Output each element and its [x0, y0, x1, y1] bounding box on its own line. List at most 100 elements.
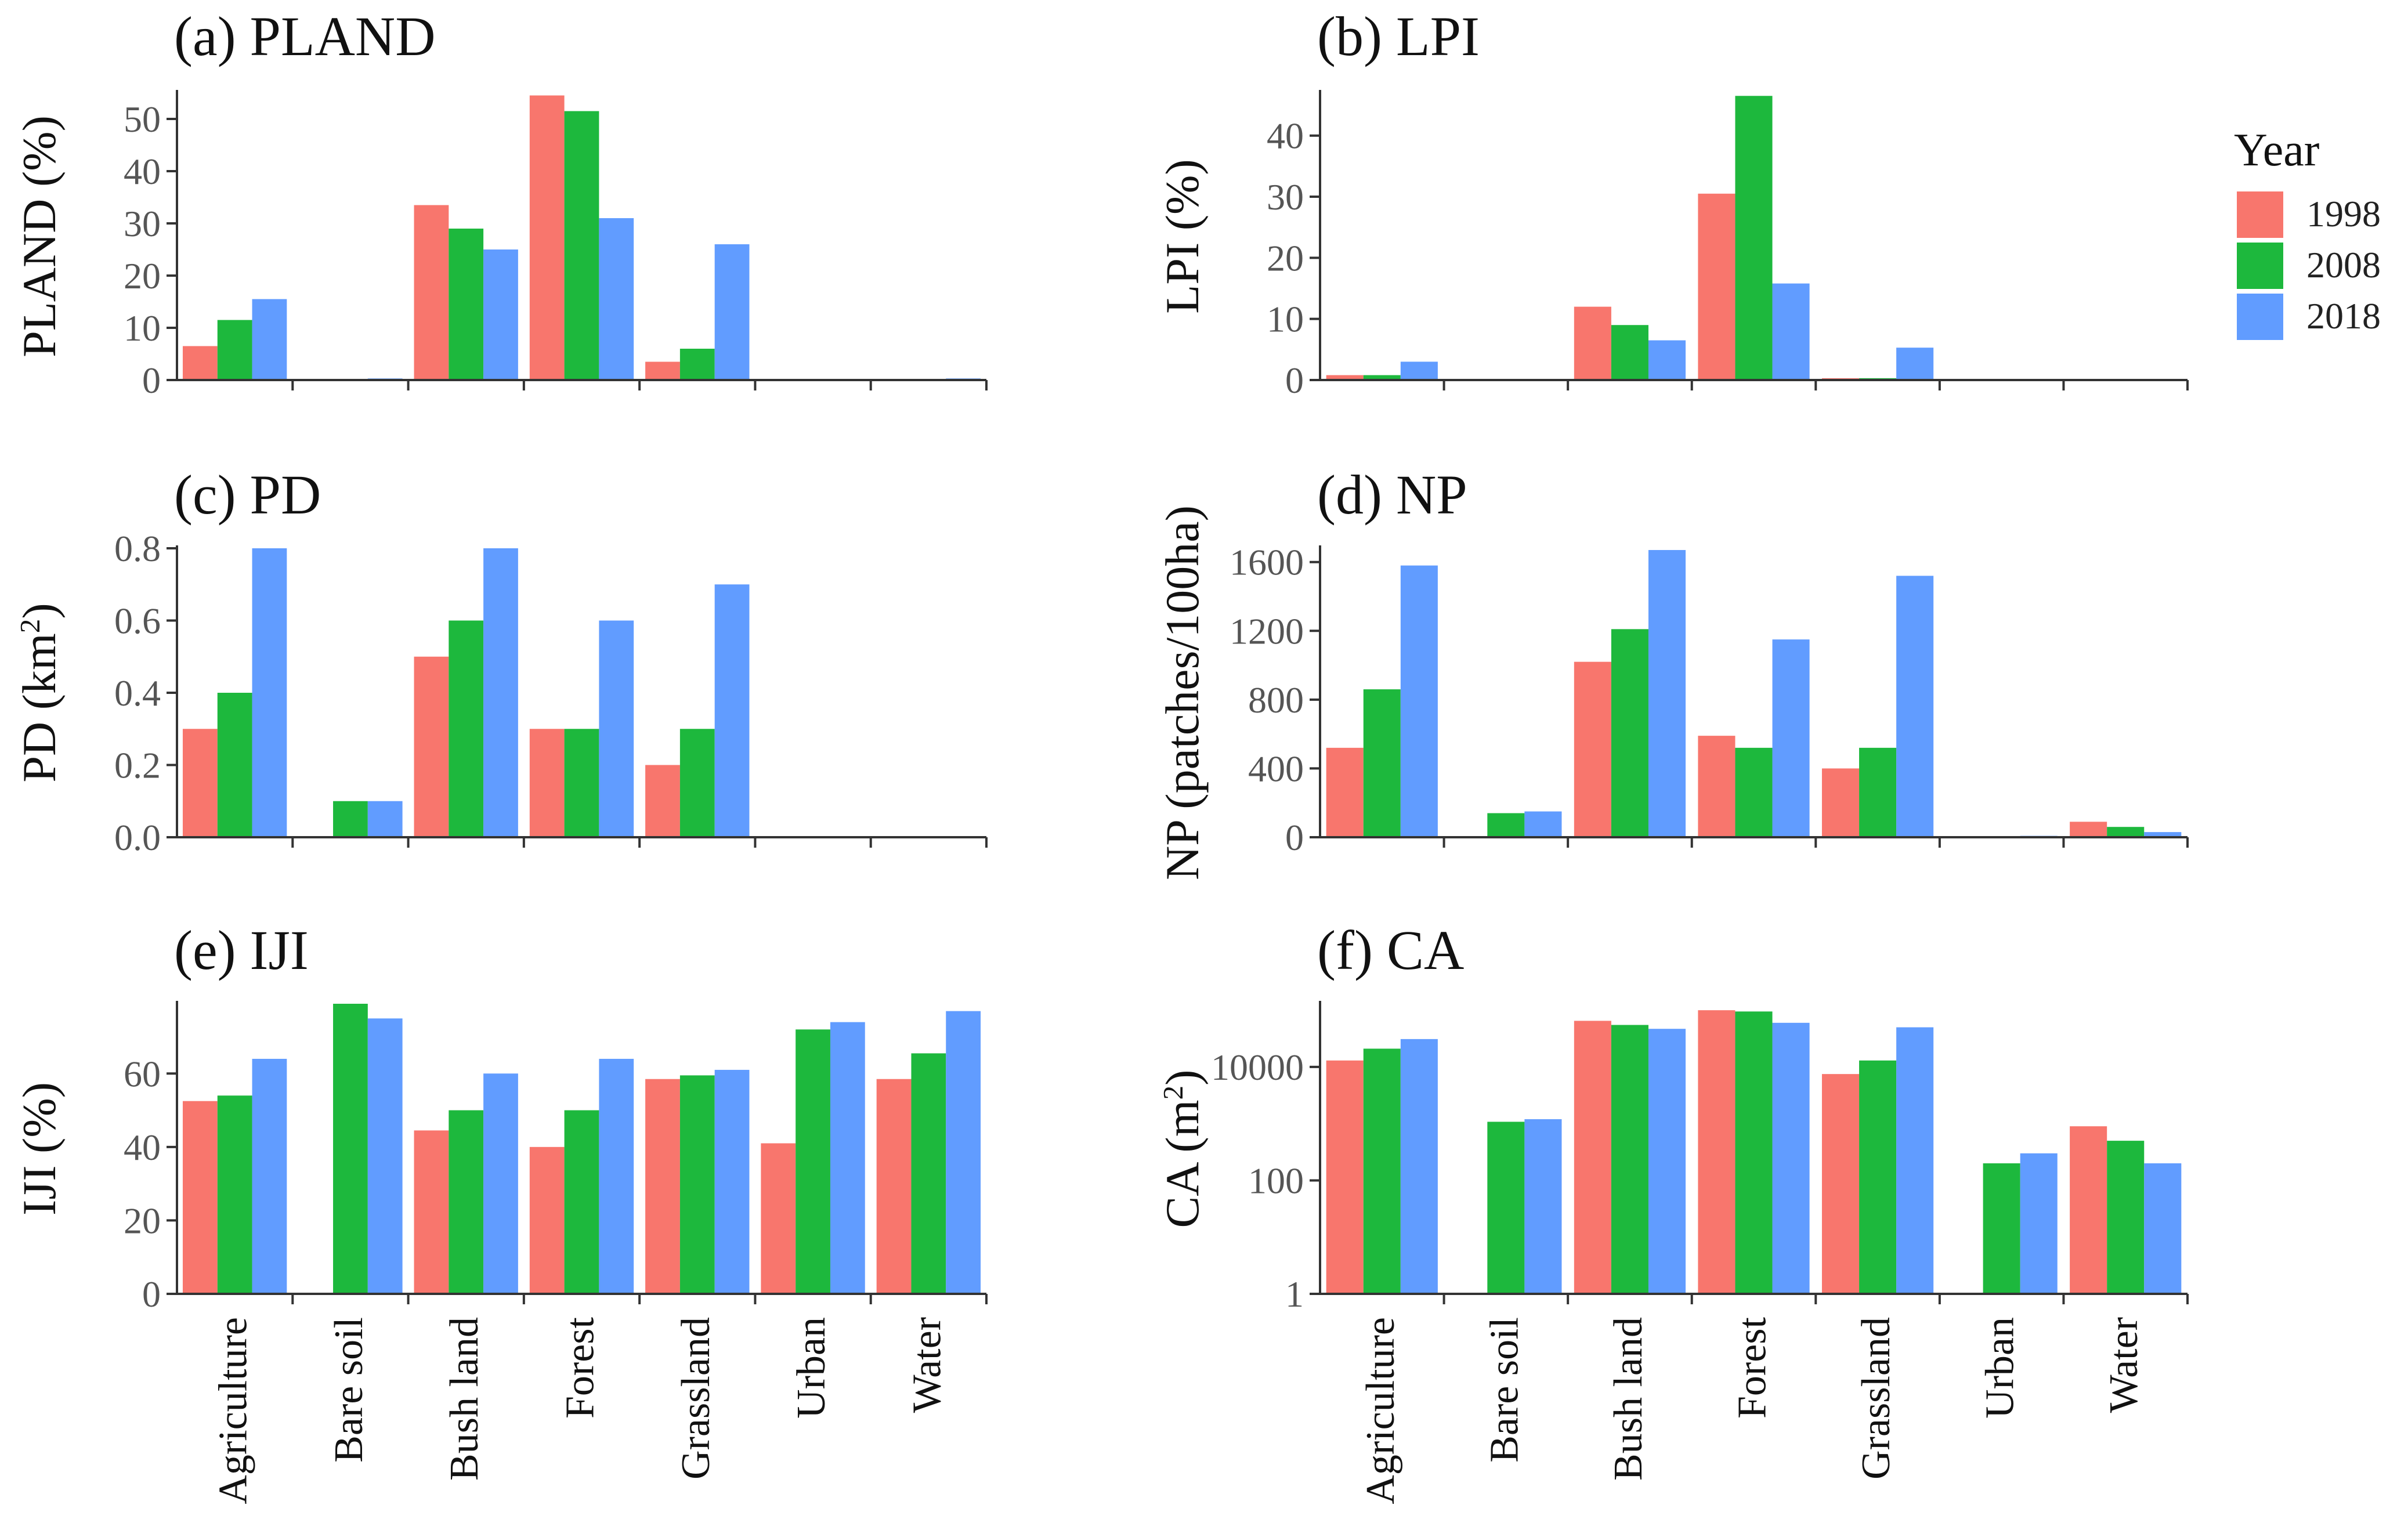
bar-e-water-2018 [946, 1011, 981, 1294]
category-label: Urban [789, 1317, 834, 1419]
bar-e-agriculture-2008 [217, 1095, 252, 1294]
bar-f-forest-2018 [1772, 1022, 1810, 1294]
category-label: Forest [558, 1316, 603, 1419]
legend-swatch-1998 [2237, 191, 2283, 238]
bar-f-grassland-2018 [1896, 1027, 1934, 1294]
bar-d-forest-1998 [1698, 736, 1736, 837]
bar-f-agriculture-1998 [1326, 1060, 1364, 1294]
bar-e-grassland-2018 [714, 1069, 750, 1294]
bar-e-water-2008 [911, 1053, 946, 1294]
bar-e-urban-2018 [830, 1022, 865, 1294]
bar-f-water-2018 [2144, 1163, 2182, 1294]
bar-d-forest-2018 [1772, 639, 1810, 837]
panel-title: (c) PD [174, 464, 321, 526]
bar-f-bush-land-2008 [1611, 1025, 1648, 1294]
panel-title: (d) NP [1317, 464, 1467, 526]
bar-b-bush-land-2008 [1611, 325, 1648, 380]
bar-c-agriculture-2018 [252, 548, 287, 837]
y-tick-label: 0.8 [114, 528, 161, 569]
bar-f-water-1998 [2070, 1126, 2107, 1294]
category-label: Bare soil [327, 1317, 371, 1463]
bar-b-forest-1998 [1698, 193, 1736, 380]
y-axis-label: PLAND (%) [13, 115, 66, 357]
bar-f-grassland-1998 [1821, 1074, 1860, 1294]
y-tick-label: 0.0 [114, 817, 161, 858]
y-axis-label: NP (patches/100ha) [1156, 505, 1209, 880]
y-axis-label: CA (m2) [1156, 1070, 1209, 1228]
bar-f-bare-soil-2008 [1487, 1122, 1525, 1294]
bar-a-agriculture-2018 [252, 299, 287, 380]
bar-e-water-1998 [876, 1079, 912, 1294]
panel-title: (e) IJI [174, 919, 309, 981]
y-tick-label: 1 [1285, 1274, 1304, 1315]
panel-d: (d) NP 0 400 800 1200 1600 NP (patches/100ha) [1156, 464, 2189, 880]
bar-f-bush-land-2018 [1648, 1029, 1686, 1294]
bar-c-bare-soil-2018 [367, 801, 403, 837]
y-tick-label: 0 [1285, 360, 1304, 401]
bar-a-agriculture-2008 [217, 320, 252, 380]
y-tick-label: 60 [124, 1053, 161, 1094]
bar-e-agriculture-2018 [252, 1058, 287, 1294]
bar-b-grassland-2018 [1896, 348, 1934, 380]
bar-b-bush-land-2018 [1648, 340, 1686, 380]
y-tick-label: 0 [1285, 817, 1304, 858]
bar-c-grassland-1998 [645, 765, 680, 837]
panel-c: (c) PD 0.0 0.2 0.4 0.6 0.8 PD (km2) [13, 464, 988, 858]
bar-a-grassland-2008 [679, 349, 715, 380]
bar-d-grassland-2018 [1896, 576, 1934, 837]
y-axis-label: IJI (%) [13, 1082, 66, 1216]
panel-title: (a) PLAND [174, 5, 436, 67]
bar-b-agriculture-2008 [1363, 375, 1401, 380]
bar-a-grassland-2018 [714, 244, 750, 380]
bar-e-urban-1998 [761, 1143, 796, 1294]
category-label: Bush land [1606, 1317, 1651, 1481]
y-tick-label: 800 [1248, 679, 1304, 721]
bar-c-agriculture-2008 [217, 693, 252, 837]
y-tick-label: 10000 [1211, 1047, 1304, 1088]
bar-e-urban-2008 [796, 1029, 830, 1294]
bar-c-bare-soil-2008 [333, 801, 368, 837]
bar-e-bush-land-1998 [414, 1130, 449, 1294]
bar-f-water-2008 [2107, 1141, 2145, 1294]
bar-d-water-2008 [2107, 827, 2145, 837]
category-label: Bush land [442, 1317, 487, 1481]
bar-f-forest-1998 [1698, 1010, 1736, 1294]
bar-d-bare-soil-2018 [1524, 811, 1562, 837]
bar-f-agriculture-2008 [1363, 1048, 1401, 1294]
bar-d-grassland-2008 [1859, 747, 1897, 837]
legend-swatch-2008 [2237, 243, 2283, 289]
bar-f-forest-2008 [1735, 1011, 1773, 1294]
y-tick-label: 10 [1267, 299, 1304, 340]
bar-d-water-2018 [2144, 832, 2182, 837]
y-tick-label: 0 [142, 360, 161, 401]
y-tick-label: 40 [1267, 115, 1304, 157]
bar-c-forest-1998 [529, 729, 565, 837]
bar-e-agriculture-1998 [182, 1101, 218, 1294]
bar-d-bush-land-2018 [1648, 549, 1686, 837]
legend-title: Year [2234, 125, 2319, 176]
bar-d-agriculture-2018 [1400, 565, 1438, 837]
bar-a-bush-land-2008 [449, 229, 484, 380]
bar-f-urban-2018 [2020, 1153, 2058, 1294]
bar-a-forest-2018 [599, 218, 634, 380]
bar-e-forest-1998 [529, 1146, 565, 1294]
category-label: Grassland [674, 1317, 718, 1480]
category-label: Urban [1978, 1317, 2023, 1419]
bar-a-agriculture-1998 [182, 346, 218, 380]
bar-e-grassland-2008 [679, 1075, 715, 1294]
panel-e: (e) IJI 0 20 40 60 IJI (%) Agriculture Bare soi… [13, 919, 988, 1504]
legend-label: 1998 [2306, 193, 2381, 234]
bar-d-bare-soil-2008 [1487, 813, 1525, 837]
bar-f-grassland-2008 [1859, 1060, 1897, 1294]
bar-d-agriculture-1998 [1326, 747, 1364, 837]
y-tick-label: 20 [124, 255, 161, 296]
y-tick-label: 0.6 [114, 601, 161, 642]
bar-c-agriculture-1998 [182, 729, 218, 837]
bar-b-forest-2018 [1772, 283, 1810, 380]
bar-f-agriculture-2018 [1400, 1039, 1438, 1294]
y-tick-label: 40 [124, 151, 161, 192]
legend-label: 2008 [2306, 244, 2381, 285]
y-axis-label: PD (km2) [13, 603, 66, 782]
